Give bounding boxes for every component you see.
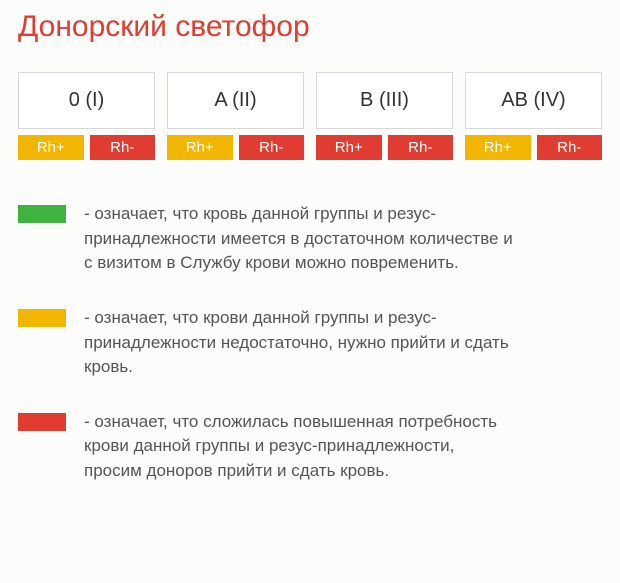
rh-badge: Rh+ — [465, 135, 531, 160]
legend-text: - означает, что кровь данной группы и ре… — [84, 202, 514, 276]
blood-group-box: AB (IV) — [465, 72, 602, 129]
legend-text: - означает, что сложилась повышенная пот… — [84, 410, 514, 484]
legend-swatch-amber — [18, 309, 66, 327]
rh-badge: Rh- — [388, 135, 454, 160]
legend: - означает, что кровь данной группы и ре… — [18, 202, 602, 484]
rh-group: Rh+ Rh- — [18, 135, 155, 160]
rh-badge: Rh- — [239, 135, 305, 160]
rh-badge: Rh+ — [316, 135, 382, 160]
blood-group-box: 0 (I) — [18, 72, 155, 129]
rh-group: Rh+ Rh- — [316, 135, 453, 160]
legend-row: - означает, что сложилась повышенная пот… — [18, 410, 602, 484]
rh-badge: Rh+ — [167, 135, 233, 160]
legend-swatch-red — [18, 413, 66, 431]
blood-group-box: B (III) — [316, 72, 453, 129]
rh-row: Rh+ Rh- Rh+ Rh- Rh+ Rh- Rh+ Rh- — [18, 135, 602, 160]
legend-text: - означает, что крови данной группы и ре… — [84, 306, 514, 380]
legend-row: - означает, что крови данной группы и ре… — [18, 306, 602, 380]
blood-group-box: A (II) — [167, 72, 304, 129]
page-title: Донорский светофор — [18, 10, 602, 44]
rh-group: Rh+ Rh- — [167, 135, 304, 160]
rh-badge: Rh- — [90, 135, 156, 160]
rh-group: Rh+ Rh- — [465, 135, 602, 160]
blood-groups-row: 0 (I) A (II) B (III) AB (IV) — [18, 72, 602, 129]
rh-badge: Rh+ — [18, 135, 84, 160]
rh-badge: Rh- — [537, 135, 603, 160]
legend-swatch-green — [18, 205, 66, 223]
legend-row: - означает, что кровь данной группы и ре… — [18, 202, 602, 276]
